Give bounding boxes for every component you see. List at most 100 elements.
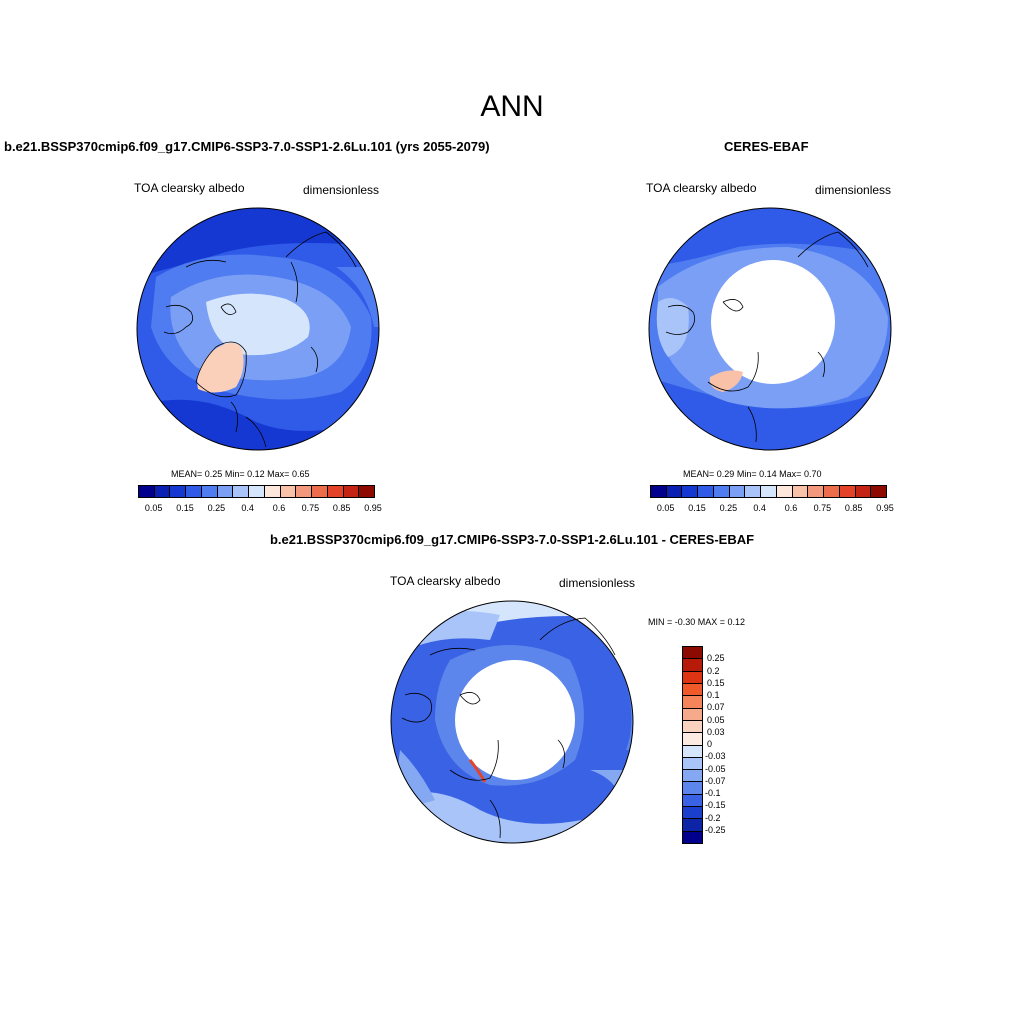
colorbar-swatch: [683, 696, 702, 709]
colorbar-swatch: [808, 486, 825, 497]
panel1-colorbar: [138, 485, 375, 498]
colorbar-swatch: [651, 486, 667, 497]
colorbar-swatch: [745, 486, 762, 497]
panel1-min-value: 0.12: [247, 469, 265, 479]
colorbar-swatch: [683, 659, 702, 672]
colorbar-tick-label: 0.2: [707, 665, 720, 676]
colorbar-swatch: [776, 486, 793, 497]
colorbar-tick-label: 0.85: [332, 503, 351, 513]
colorbar-tick-label: 0.05: [707, 714, 725, 725]
colorbar-swatch: [186, 486, 202, 497]
panel2-stats: MEAN= 0.29 Min= 0.14 Max= 0.70: [683, 469, 821, 479]
colorbar-swatch: [296, 486, 313, 497]
colorbar-swatch: [871, 486, 887, 497]
main-title: ANN: [480, 90, 544, 123]
panel2-units-label: dimensionless: [815, 183, 892, 197]
colorbar-swatch: [698, 486, 714, 497]
panel1-mean-label: MEAN=: [171, 469, 203, 479]
colorbar-tick-label: 0.95: [876, 503, 894, 513]
panel1-mean-value: 0.25: [204, 469, 223, 479]
panel1-title: b.e21.BSSP370cmip6.f09_g17.CMIP6-SSP3-7.…: [4, 139, 490, 154]
colorbar-swatch: [713, 486, 730, 497]
panel3-minmax: MIN = -0.30 MAX = 0.12: [648, 617, 746, 627]
colorbar-swatch: [683, 745, 702, 758]
colorbar-swatch: [154, 486, 171, 497]
panel1-min-label: Min=: [224, 469, 245, 479]
colorbar-tick-label: 0.07: [707, 702, 725, 713]
colorbar-tick-label: 0.05: [144, 503, 163, 513]
colorbar-tick-label: 0: [707, 739, 713, 749]
colorbar-swatch: [139, 486, 155, 497]
colorbar-tick-label: 0.05: [656, 503, 675, 513]
colorbar-tick-label: 0.4: [753, 503, 766, 513]
colorbar-swatch: [217, 486, 234, 497]
panel3-colorbar: [682, 646, 703, 844]
panel1-max-value: 0.65: [291, 469, 310, 479]
panel2-mean-label: MEAN=: [683, 469, 715, 479]
panel3-title: b.e21.BSSP370cmip6.f09_g17.CMIP6-SSP3-7.…: [269, 532, 755, 547]
colorbar-swatch: [683, 770, 702, 783]
colorbar-tick-label: 0.03: [707, 726, 725, 737]
panel2-title: CERES-EBAF: [724, 139, 809, 154]
colorbar-tick-label: 0.4: [241, 503, 254, 513]
colorbar-swatch: [683, 708, 702, 721]
colorbar-tick-label: 0.25: [719, 503, 738, 513]
colorbar-tick-label: 0.75: [301, 503, 320, 513]
colorbar-swatch: [683, 819, 702, 832]
colorbar-swatch: [170, 486, 187, 497]
colorbar-tick-label: -0.15: [705, 800, 726, 811]
panel2-polar-map: [648, 207, 892, 451]
panel2-mean-value: 0.29: [716, 469, 735, 479]
panel1-units-label: dimensionless: [303, 183, 380, 197]
colorbar-tick-label: -0.1: [705, 788, 721, 798]
panel2-min-label: Min=: [736, 469, 757, 479]
colorbar-swatch: [683, 733, 702, 746]
colorbar-tick-label: -0.07: [705, 775, 726, 786]
colorbar-swatch: [824, 486, 840, 497]
colorbar-swatch: [343, 486, 360, 497]
colorbar-swatch: [855, 486, 872, 497]
colorbar-tick-label: 0.25: [707, 653, 725, 664]
colorbar-tick-label: 0.6: [272, 503, 286, 513]
colorbar-swatch: [683, 794, 702, 808]
colorbar-swatch: [683, 671, 702, 684]
colorbar-tick-label: 0.6: [784, 503, 798, 513]
panel1-variable-label: TOA clearsky albedo: [134, 181, 245, 195]
colorbar-tick-label: 0.15: [707, 677, 725, 688]
colorbar-swatch: [682, 486, 699, 497]
colorbar-swatch: [201, 486, 218, 497]
panel1-stats: MEAN= 0.25 Min= 0.12 Max= 0.65: [171, 469, 309, 479]
colorbar-swatch: [327, 486, 344, 497]
panel3-polar-map: [390, 600, 634, 844]
colorbar-swatch: [359, 486, 375, 497]
panel2-min-value: 0.14: [759, 469, 777, 479]
colorbar-swatch: [683, 757, 702, 771]
colorbar-tick-label: -0.2: [705, 812, 721, 823]
colorbar-swatch: [264, 486, 281, 497]
colorbar-tick-label: -0.25: [705, 824, 726, 835]
panel2-max-value: 0.70: [803, 469, 822, 479]
colorbar-swatch: [683, 807, 702, 820]
panel2-max-label: Max=: [779, 469, 802, 479]
panel2-colorbar: [650, 485, 887, 498]
panel3-variable-label: TOA clearsky albedo: [390, 574, 501, 588]
colorbar-swatch: [683, 647, 702, 660]
colorbar-swatch: [249, 486, 265, 497]
panel3-units-label: dimensionless: [559, 576, 636, 590]
colorbar-swatch: [312, 486, 328, 497]
colorbar-tick-label: 0.75: [813, 503, 832, 513]
colorbar-tick-label: 0.95: [364, 503, 382, 513]
colorbar-tick-label: 0.15: [688, 503, 706, 513]
colorbar-swatch: [683, 720, 702, 734]
colorbar-swatch: [729, 486, 746, 497]
panel1-polar-map: [136, 207, 380, 451]
colorbar-swatch: [683, 683, 702, 697]
panel2-variable-label: TOA clearsky albedo: [646, 181, 757, 195]
colorbar-tick-label: -0.05: [705, 763, 726, 774]
panel1-max-label: Max=: [267, 469, 290, 479]
colorbar-tick-label: 0.1: [707, 690, 720, 700]
colorbar-tick-label: -0.03: [705, 751, 726, 762]
colorbar-swatch: [666, 486, 683, 497]
colorbar-tick-label: 0.25: [207, 503, 226, 513]
colorbar-swatch: [683, 831, 702, 843]
